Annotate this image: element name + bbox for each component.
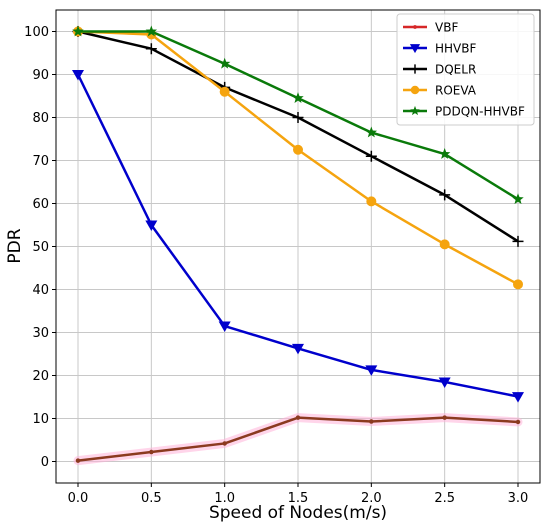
data-point-pddqn-hhvbf <box>218 57 231 69</box>
series-layer <box>72 25 524 466</box>
data-point-dqelr <box>512 235 524 247</box>
legend-marker-pddqn-hhvbf <box>410 105 420 116</box>
data-point-hhvbf <box>218 321 231 333</box>
data-point-vbf <box>222 441 227 446</box>
legend-label-dqelr: DQELR <box>435 63 476 77</box>
y-tick-label: 10 <box>32 412 49 427</box>
y-tick-label: 70 <box>32 154 49 169</box>
legend: VBF HHVBF DQELR ROEVA PDDQN-HHVBF <box>396 13 535 126</box>
x-axis-label: Speed of Nodes(m/s) <box>209 503 387 523</box>
legend-label-hhvbf: HHVBF <box>435 42 476 56</box>
legend-label-roeva: ROEVA <box>435 84 477 98</box>
data-point-dqelr <box>365 150 377 162</box>
y-tick-label: 40 <box>32 283 49 298</box>
legend-marker-dqelr <box>410 64 420 74</box>
data-point-hhvbf <box>145 220 158 231</box>
x-tick-label: 2.0 <box>361 491 382 506</box>
axis-ticks: 0.0 0.5 1.0 1.5 2.0 2.5 3.0 0 10 20 30 40 50 60 70 80 90… <box>24 25 528 506</box>
x-tick-label: 2.5 <box>434 491 455 506</box>
x-tick-label: 0.5 <box>141 491 162 506</box>
data-point-roeva <box>219 86 230 97</box>
x-tick-label: 1.0 <box>214 491 235 506</box>
series-pddqn-hhvbf <box>72 25 524 205</box>
y-tick-label: 20 <box>32 369 49 384</box>
data-point-pddqn-hhvbf <box>72 25 84 37</box>
data-point-pddqn-hhvbf <box>438 148 451 159</box>
data-point-hhvbf <box>365 365 378 376</box>
data-point-dqelr <box>292 112 304 123</box>
y-tick-label: 50 <box>32 240 49 255</box>
data-point-vbf <box>515 419 521 425</box>
legend-label-vbf: VBF <box>435 21 458 35</box>
data-point-hhvbf <box>292 343 304 355</box>
data-point-vbf <box>369 419 374 424</box>
legend-marker-vbf <box>413 25 417 29</box>
data-point-hhvbf <box>438 377 451 388</box>
data-point-pddqn-hhvbf <box>365 126 378 138</box>
x-tick-label: 1.5 <box>288 491 309 506</box>
y-tick-label: 0 <box>41 455 49 470</box>
data-point-pddqn-hhvbf <box>512 193 524 205</box>
series-hhvbf <box>72 70 524 403</box>
data-point-hhvbf <box>512 392 524 403</box>
legend-marker-roeva <box>410 85 420 95</box>
y-tick-label: 90 <box>32 68 49 83</box>
series-vbf <box>73 413 523 466</box>
legend-label-pddqn-hhvbf: PDDQN-HHVBF <box>435 105 525 119</box>
y-tick-label: 60 <box>32 197 49 212</box>
data-point-dqelr <box>145 43 157 55</box>
legend-box <box>396 13 535 126</box>
data-point-vbf <box>75 458 81 463</box>
data-point-vbf <box>149 449 154 455</box>
y-axis-label: PDR <box>5 228 25 263</box>
data-point-roeva <box>366 196 377 207</box>
data-point-vbf <box>442 415 447 420</box>
data-point-pddqn-hhvbf <box>292 92 304 103</box>
data-point-roeva <box>513 279 523 290</box>
x-tick-label: 3.0 <box>508 491 529 506</box>
data-point-vbf <box>295 415 301 420</box>
data-point-roeva <box>439 239 450 250</box>
data-point-roeva <box>293 144 303 155</box>
data-point-pddqn-hhvbf <box>145 25 158 37</box>
data-point-dqelr <box>439 189 451 201</box>
x-tick-label: 0.0 <box>68 491 89 506</box>
data-point-hhvbf <box>72 70 84 81</box>
y-tick-label: 100 <box>24 25 49 40</box>
y-tick-label: 30 <box>32 326 49 341</box>
legend-marker-hhvbf <box>409 44 421 54</box>
y-tick-label: 80 <box>32 111 49 126</box>
